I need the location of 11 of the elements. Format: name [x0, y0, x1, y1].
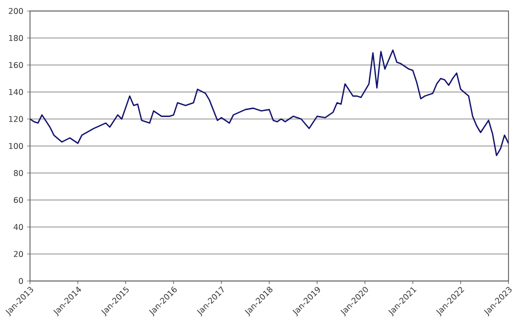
y-tick-label: 180	[9, 34, 23, 42]
y-tick-label: 160	[9, 62, 23, 68]
y-tick-label: 0	[18, 278, 23, 284]
y-tick-label: 20	[14, 250, 23, 258]
y-tick-label: 80	[14, 170, 23, 176]
y-tick-label: 140	[9, 88, 23, 96]
y-tick-label: 60	[14, 196, 23, 204]
y-tick-label: 120	[9, 116, 23, 122]
y-tick-label: 200	[8, 8, 23, 14]
y-tick-label: 40	[14, 224, 23, 230]
y-tick-label: 100	[9, 142, 23, 150]
